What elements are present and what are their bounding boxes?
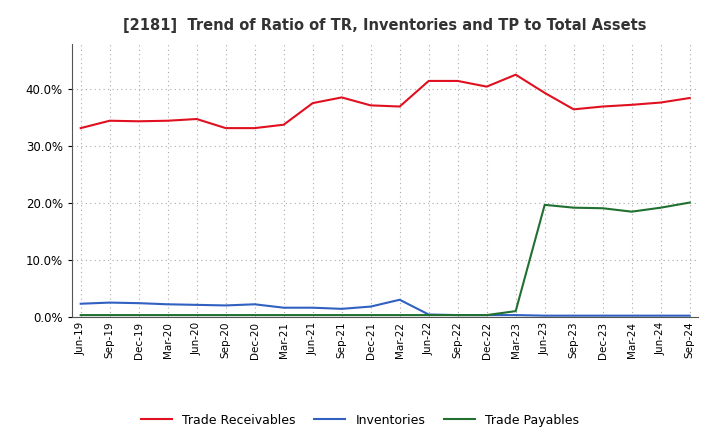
Trade Payables <box>424 312 433 318</box>
Inventories <box>221 303 230 308</box>
Trade Receivables <box>541 90 549 95</box>
Trade Receivables <box>482 84 491 89</box>
Inventories <box>454 312 462 318</box>
Legend: Trade Receivables, Inventories, Trade Payables: Trade Receivables, Inventories, Trade Pa… <box>135 409 585 432</box>
Trade Payables <box>105 312 114 318</box>
Trade Receivables <box>627 102 636 107</box>
Trade Receivables <box>192 116 201 121</box>
Trade Receivables <box>279 122 288 127</box>
Trade Payables <box>395 312 404 318</box>
Inventories <box>424 312 433 317</box>
Trade Payables <box>511 308 520 314</box>
Inventories <box>570 313 578 318</box>
Trade Payables <box>308 312 317 318</box>
Inventories <box>163 302 172 307</box>
Inventories <box>395 297 404 302</box>
Inventories <box>105 300 114 305</box>
Trade Payables <box>251 312 259 318</box>
Trade Receivables <box>251 125 259 131</box>
Trade Payables <box>279 312 288 318</box>
Inventories <box>76 301 85 306</box>
Trade Payables <box>482 312 491 318</box>
Inventories <box>511 312 520 318</box>
Trade Receivables <box>105 118 114 123</box>
Trade Payables <box>366 312 375 318</box>
Inventories <box>192 302 201 308</box>
Inventories <box>598 313 607 318</box>
Trade Receivables <box>366 103 375 108</box>
Trade Receivables <box>511 72 520 77</box>
Trade Payables <box>221 312 230 318</box>
Trade Receivables <box>163 118 172 123</box>
Inventories <box>251 302 259 307</box>
Trade Payables <box>570 205 578 210</box>
Inventories <box>338 306 346 312</box>
Trade Payables <box>76 312 85 318</box>
Trade Receivables <box>657 100 665 105</box>
Trade Payables <box>163 312 172 318</box>
Title: [2181]  Trend of Ratio of TR, Inventories and TP to Total Assets: [2181] Trend of Ratio of TR, Inventories… <box>123 18 647 33</box>
Trade Receivables <box>570 107 578 112</box>
Line: Trade Payables: Trade Payables <box>81 202 690 315</box>
Trade Payables <box>541 202 549 208</box>
Trade Payables <box>657 205 665 210</box>
Trade Receivables <box>76 125 85 131</box>
Inventories <box>308 305 317 310</box>
Trade Receivables <box>598 104 607 109</box>
Line: Inventories: Inventories <box>81 300 690 315</box>
Trade Payables <box>454 312 462 318</box>
Trade Receivables <box>221 125 230 131</box>
Inventories <box>279 305 288 310</box>
Trade Payables <box>627 209 636 214</box>
Inventories <box>482 312 491 318</box>
Trade Receivables <box>338 95 346 100</box>
Inventories <box>541 313 549 318</box>
Trade Payables <box>685 200 694 205</box>
Trade Receivables <box>454 78 462 84</box>
Trade Receivables <box>685 95 694 101</box>
Inventories <box>366 304 375 309</box>
Trade Payables <box>135 312 143 318</box>
Trade Receivables <box>395 104 404 109</box>
Inventories <box>657 313 665 318</box>
Trade Payables <box>338 312 346 318</box>
Inventories <box>685 313 694 318</box>
Trade Payables <box>598 205 607 211</box>
Trade Receivables <box>135 119 143 124</box>
Inventories <box>135 301 143 306</box>
Trade Receivables <box>424 78 433 84</box>
Trade Receivables <box>308 100 317 106</box>
Line: Trade Receivables: Trade Receivables <box>81 75 690 128</box>
Trade Payables <box>192 312 201 318</box>
Inventories <box>627 313 636 318</box>
